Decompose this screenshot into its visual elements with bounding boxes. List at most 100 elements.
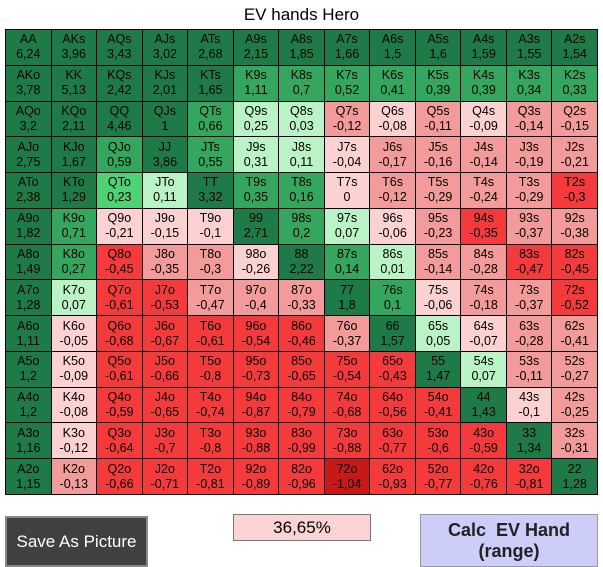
hand-name: 75s (428, 282, 449, 297)
hand-cell: 99 2,71 (233, 208, 279, 244)
hand-ev: 1,55 (517, 47, 542, 62)
hand-ev: 1,34 (517, 440, 542, 455)
hand-cell: 96o -0,54 (233, 316, 279, 351)
hand-name: ATo (17, 175, 39, 190)
hand-cell: 52o -0,77 (415, 459, 461, 494)
hand-cell: J5o -0,66 (142, 351, 188, 387)
hand-ev: 0,07 (471, 369, 496, 384)
hand-name: J3o (154, 425, 175, 440)
hand-name: 32o (518, 461, 540, 476)
hand-name: Q3s (517, 103, 541, 118)
hand-cell: KQs 2,42 (97, 65, 142, 101)
hand-name: A4s (472, 32, 495, 47)
hand-name: J8s (291, 139, 312, 154)
hand-name: J5o (154, 354, 175, 369)
hand-ev: -0,04 (332, 154, 362, 169)
hand-ev: -0,37 (332, 333, 362, 348)
hand-cell: 73s -0,37 (506, 280, 552, 316)
hand-name: J9o (154, 211, 175, 226)
hand-name: JJ (158, 139, 172, 154)
hand-cell: A4s 1,59 (461, 30, 506, 65)
hand-name: 74o (336, 390, 358, 405)
hand-cell: 32s -0,31 (552, 423, 597, 459)
hand-ev: -0,89 (241, 476, 271, 491)
hand-name: 64s (473, 318, 494, 333)
hand-cell: K5s 0,39 (415, 65, 461, 101)
hand-ev: -0,64 (105, 440, 134, 455)
hand-name: 83o (291, 425, 312, 440)
calc-button[interactable]: Calc EV Hand (range) (420, 514, 598, 567)
hand-name: ATs (200, 32, 221, 47)
hand-ev: -0,05 (59, 333, 89, 348)
hand-name: 88 (294, 246, 309, 261)
hand-ev: -0,74 (196, 405, 225, 420)
hand-cell: 85o -0,65 (279, 351, 324, 387)
hand-cell: A6o 1,11 (6, 316, 51, 351)
hand-cell: Q7s -0,12 (324, 101, 370, 137)
hand-cell: Q6o -0,68 (97, 316, 142, 351)
hand-name: 55 (431, 354, 446, 369)
hand-name: T4s (473, 175, 495, 190)
hand-cell: J6s -0,17 (370, 137, 415, 173)
hand-ev: -0,47 (196, 297, 225, 312)
hand-cell: J7o -0,53 (142, 280, 188, 316)
hand-name: Q9o (107, 211, 132, 226)
hand-name: T9o (199, 211, 222, 226)
hand-cell: 74o -0,68 (324, 387, 370, 423)
hand-cell: A3s 1,55 (506, 30, 552, 65)
hand-ev: 1,2 (19, 405, 37, 420)
hand-ev: -0,19 (514, 154, 544, 169)
hand-cell: ATs 2,68 (188, 30, 233, 65)
hand-cell: T2s -0,3 (552, 173, 597, 208)
hand-name: 93o (245, 425, 267, 440)
hand-ev: 0,27 (61, 261, 86, 276)
hand-cell: J3s -0,19 (506, 137, 552, 173)
hand-cell: 87s 0,14 (324, 244, 370, 280)
hand-cell: A8s 1,85 (279, 30, 324, 65)
hand-cell: K9o 0,71 (51, 208, 97, 244)
hand-name: T5o (199, 354, 222, 369)
hand-ev: -0,67 (150, 333, 180, 348)
hand-name: JTs (201, 139, 220, 154)
hand-cell: Q4s -0,09 (461, 101, 506, 137)
hand-cell: T3o -0,8 (188, 423, 233, 459)
hand-cell: T5o -0,8 (188, 351, 233, 387)
hand-cell: 32o -0,81 (506, 459, 552, 494)
save-button[interactable]: Save As Picture (5, 516, 148, 567)
button-line: Calc EV Hand (447, 519, 571, 540)
hand-name: K9o (62, 211, 85, 226)
hand-ev: -0,61 (196, 333, 225, 348)
hand-name: 86s (382, 246, 403, 261)
hand-ev: -0,28 (514, 333, 544, 348)
hand-cell: 74s -0,18 (461, 280, 506, 316)
hand-cell: 87o -0,33 (279, 280, 324, 316)
hand-ev: 0,1 (383, 297, 402, 312)
hand-cell: 92o -0,89 (233, 459, 279, 494)
hand-cell: 76s 0,1 (370, 280, 415, 316)
hand-ev: 3,86 (152, 154, 178, 169)
hand-cell: 95s -0,23 (415, 208, 461, 244)
hand-name: Q8s (290, 103, 313, 118)
hand-cell: T2o -0,81 (188, 459, 233, 494)
hand-cell: A4o 1,2 (6, 387, 51, 423)
hand-cell: K2s 0,33 (552, 65, 597, 101)
hand-cell: J4s -0,14 (461, 137, 506, 173)
hand-cell: Q6s -0,08 (370, 101, 415, 137)
hand-name: J4o (154, 390, 175, 405)
hand-name: J2o (154, 461, 175, 476)
hand-ev: 2,42 (107, 83, 132, 98)
hand-ev: -0,59 (105, 405, 134, 420)
hand-ev: -0,61 (105, 369, 134, 384)
hand-name: A9o (17, 211, 40, 226)
hand-cell: T8s 0,16 (279, 173, 324, 208)
hand-ev: -0,21 (560, 154, 589, 169)
hand-name: 86o (291, 318, 312, 333)
hand-name: K3o (62, 425, 85, 440)
hand-cell: KQo 2,11 (51, 101, 97, 137)
hand-cell: T9s 0,35 (233, 173, 279, 208)
hand-cell: 98s 0,2 (279, 208, 324, 244)
hand-name: AQs (107, 32, 132, 47)
hand-ev: 0,01 (380, 261, 405, 276)
hand-ev: 0,39 (425, 83, 451, 98)
hand-name: 53s (519, 354, 540, 369)
